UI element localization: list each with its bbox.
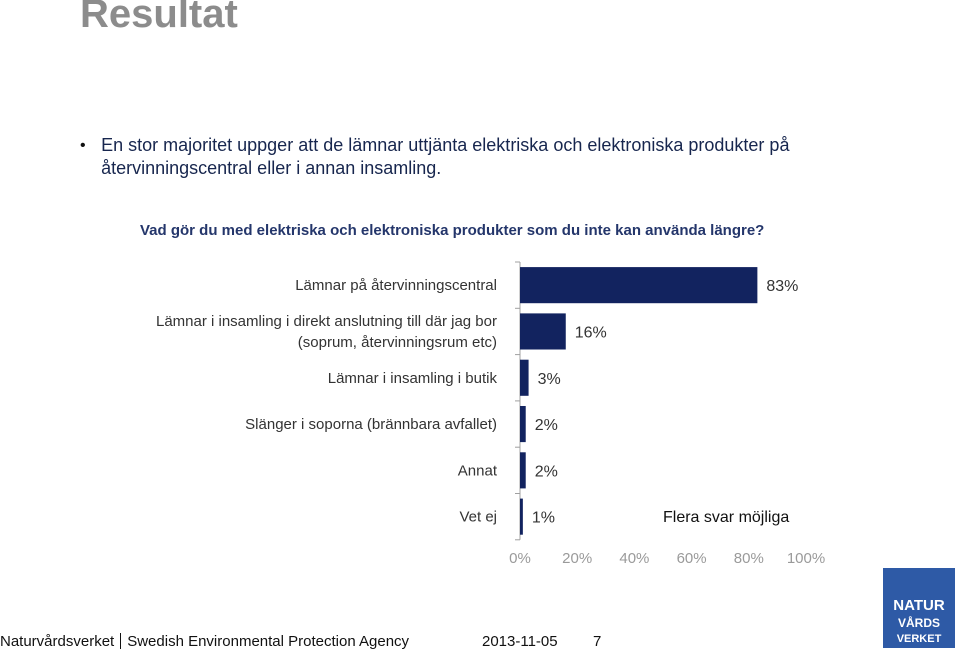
bar [520, 267, 758, 304]
category-label: Vet ej [459, 509, 497, 526]
bar [520, 405, 526, 443]
data-label: 83% [766, 278, 798, 295]
chart-note: Flera svar möjliga [663, 509, 789, 526]
logo-text-line-1: NATUR [893, 597, 945, 614]
data-label: 2% [535, 417, 558, 434]
footer-date: 2013-11-05 [482, 633, 558, 650]
footer-org: Naturvårdsverket Swedish Environmental Pr… [0, 633, 409, 650]
bar [520, 498, 523, 535]
footer-divider [120, 633, 122, 649]
category-label: Annat [458, 462, 498, 479]
bar [520, 313, 566, 350]
category-label: Lämnar på återvinningscentral [295, 277, 497, 294]
bullet-icon: • [80, 137, 86, 154]
category-label: Lämnar i insamling i direkt anslutning t… [156, 313, 497, 330]
bar [520, 452, 526, 489]
x-tick-label: 40% [619, 550, 649, 567]
data-label: 1% [532, 510, 555, 527]
bullet-point: • En stor majoritet uppger att de lämnar… [80, 134, 880, 180]
survey-question: Vad gör du med elektriska och elektronis… [140, 222, 765, 239]
page-number: 7 [593, 633, 602, 650]
category-label: Slänger i soporna (brännbara avfallet) [245, 416, 497, 433]
data-label: 2% [535, 463, 558, 480]
category-label: Lämnar i insamling i butik [328, 370, 498, 387]
footer-org-name: Naturvårdsverket [0, 633, 115, 650]
naturvardsverket-logo: NATUR VÅRDS VERKET [883, 568, 955, 648]
x-tick-label: 20% [562, 550, 592, 567]
bar [520, 359, 529, 396]
x-tick-label: 100% [787, 550, 825, 567]
logo-text-line-2: VÅRDS [898, 615, 940, 630]
data-label: 3% [538, 371, 561, 388]
data-label: 16% [575, 324, 607, 341]
category-label: (soprum, återvinningsrum etc) [298, 334, 497, 351]
x-tick-label: 0% [509, 550, 531, 567]
logo-text-line-3: VERKET [897, 633, 942, 645]
slide-title: Resultat [80, 0, 238, 36]
x-tick-label: 80% [734, 550, 764, 567]
footer-org-en: Swedish Environmental Protection Agency [127, 633, 410, 650]
x-tick-label: 60% [677, 550, 707, 567]
bullet-text: En stor majoritet uppger att de lämnar u… [101, 135, 790, 178]
